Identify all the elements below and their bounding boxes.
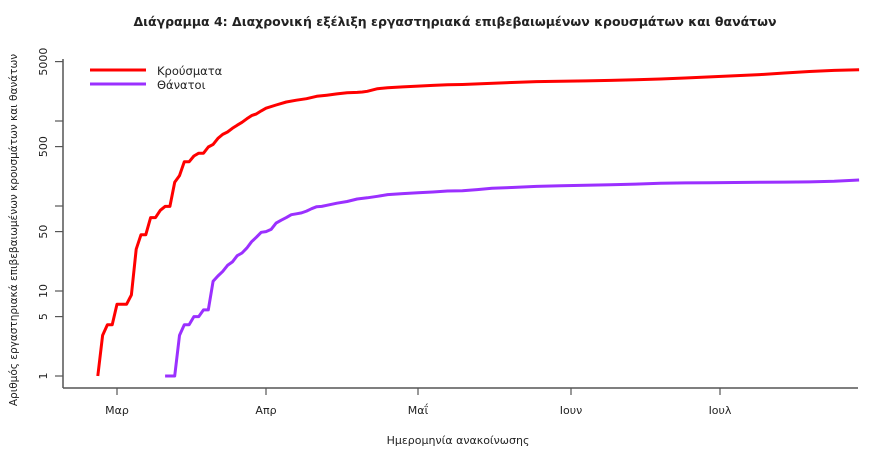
y-tick-label: 500 — [37, 136, 50, 157]
chart-title: Διάγραμμα 4: Διαχρονική εξέλιξη εργαστηρ… — [133, 14, 776, 29]
x-tick-label: Μαΐ — [408, 403, 429, 417]
cases-line — [96, 68, 860, 377]
x-tick-label: Μαρ — [105, 404, 129, 417]
y-tick-label: 5000 — [37, 48, 50, 76]
legend-deaths-label: Θάνατοι — [157, 78, 206, 92]
legend: Κρούσματα Θάνατοι — [90, 64, 223, 92]
x-tick-label: Ιουλ — [709, 404, 732, 417]
x-tick-label: Ιουν — [560, 404, 582, 417]
y-axis: 1 5 10 50 500 5000 — [37, 48, 64, 388]
y-tick-label: 50 — [37, 225, 50, 239]
legend-cases-label: Κρούσματα — [157, 64, 223, 78]
deaths-line — [165, 178, 860, 378]
x-axis: Μαρ Απρ Μαΐ Ιουν Ιουλ — [63, 387, 858, 417]
x-tick-label: Απρ — [255, 404, 276, 417]
y-tick-label: 10 — [37, 284, 50, 298]
y-tick-label: 5 — [37, 313, 50, 320]
x-axis-label: Ημερομηνία ανακοίνωσης — [387, 434, 530, 447]
y-axis-label: Αριθμός εργαστηριακά επιβεβαιωμένων κρου… — [8, 54, 20, 406]
y-tick-label: 1 — [37, 373, 50, 380]
